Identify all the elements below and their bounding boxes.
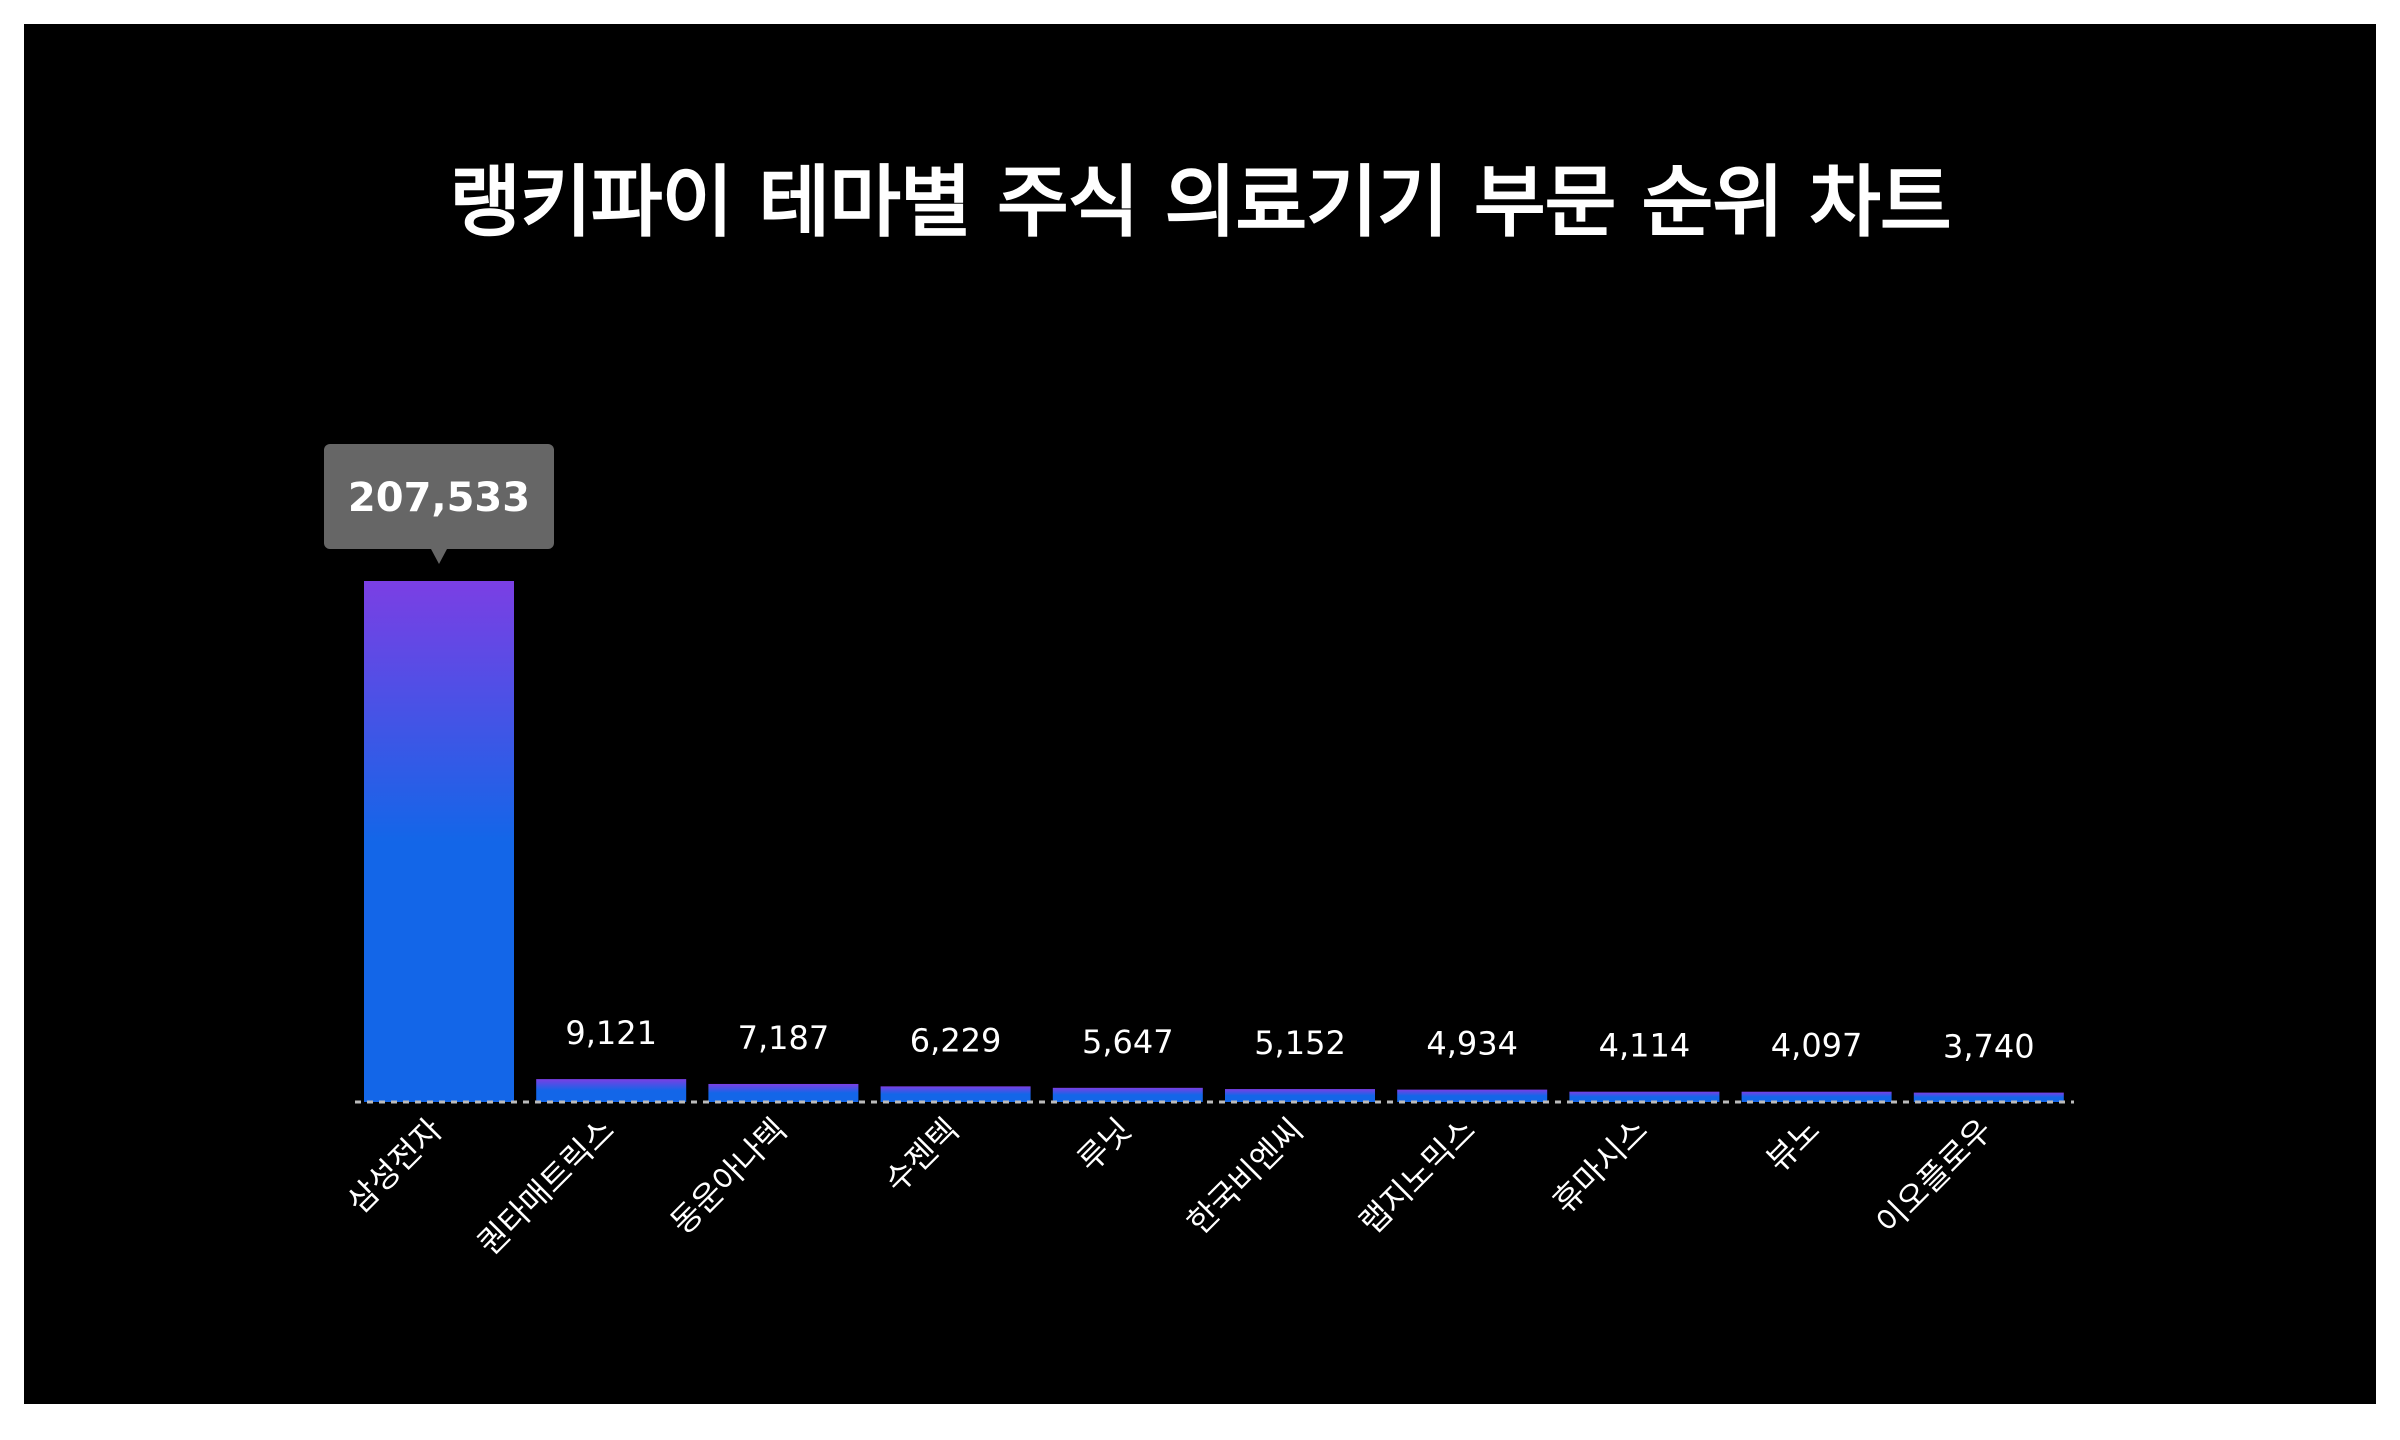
value-tooltip: [324, 444, 554, 549]
tooltip-arrow: [431, 549, 447, 564]
chart-title: 랭키파이 테마별 주식 의료기기 부문 순위 차트: [449, 158, 1951, 248]
x-tick-label: 루닛: [1070, 1111, 1139, 1180]
x-tick-label: 퀀타매트릭스: [470, 1111, 622, 1263]
x-tick-label: 휴마시스: [1545, 1111, 1655, 1221]
bar: [1225, 1089, 1375, 1102]
x-tick-label: 삼성전자: [340, 1111, 450, 1221]
bar: [364, 581, 514, 1102]
data-label: 4,934: [1426, 1025, 1518, 1063]
bar: [1741, 1091, 1892, 1102]
data-label: 6,229: [910, 1021, 1002, 1059]
data-label: 7,187: [738, 1019, 830, 1057]
data-label: 4,114: [1599, 1027, 1691, 1065]
data-label: 3,740: [1943, 1028, 2035, 1066]
data-label: 207,533: [348, 475, 530, 521]
bar: [708, 1083, 859, 1102]
x-tick-label: 한국비엔씨: [1180, 1111, 1311, 1242]
x-tick-label: 랩지노믹스: [1352, 1111, 1483, 1242]
x-tick-label: 이오플로우: [1868, 1111, 1999, 1242]
bar: [1052, 1087, 1203, 1102]
x-tick-label: 뷰노: [1759, 1111, 1828, 1180]
data-label: 9,121: [565, 1014, 657, 1052]
bar: [536, 1079, 687, 1102]
bar: [1569, 1091, 1720, 1102]
x-tick-label: 동운아나텍: [663, 1111, 794, 1242]
bar: [1397, 1089, 1548, 1102]
bar: [1913, 1092, 2064, 1102]
bar: [880, 1086, 1031, 1102]
data-label: 4,097: [1771, 1027, 1863, 1065]
data-label: 5,152: [1254, 1024, 1346, 1062]
data-label: 5,647: [1082, 1023, 1174, 1061]
x-tick-label: 수젠텍: [877, 1111, 966, 1200]
